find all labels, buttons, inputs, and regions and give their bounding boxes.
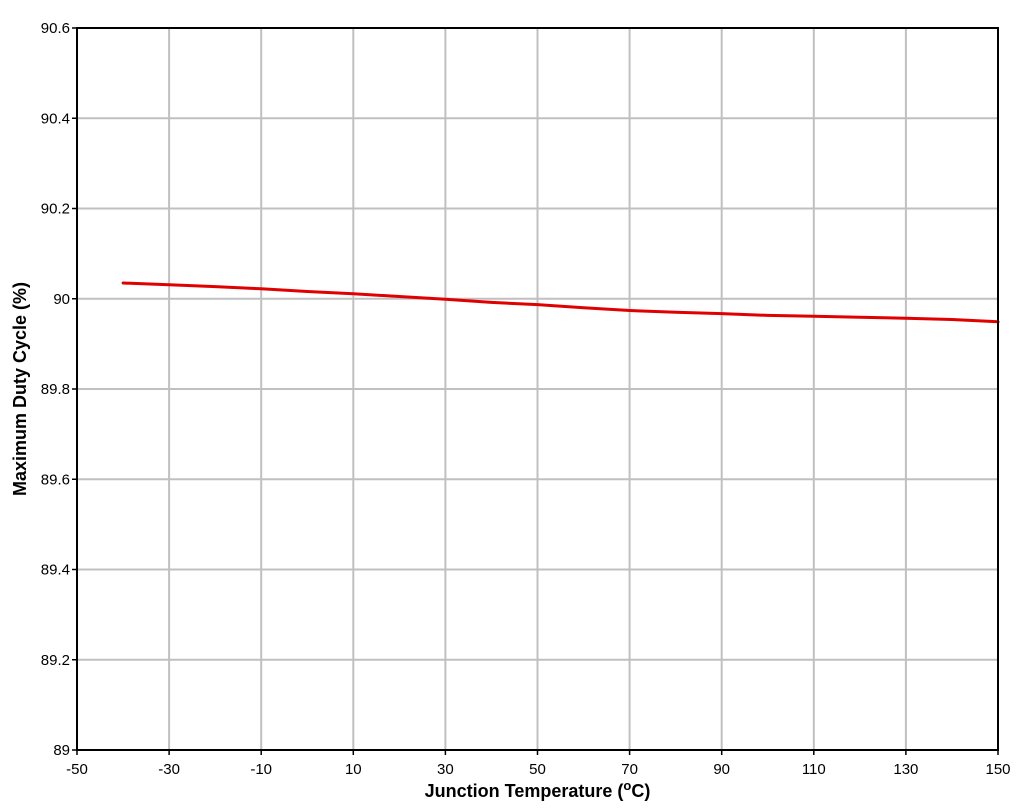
y-tick-label: 90 xyxy=(53,291,70,308)
y-tick-label: 89.6 xyxy=(41,471,70,488)
series-layer xyxy=(121,281,1000,324)
x-tick-label: 10 xyxy=(345,761,362,778)
x-tick-label: 110 xyxy=(802,761,826,778)
y-tick-label: 89.8 xyxy=(41,381,70,398)
x-axis-title: Junction Temperature (oC) xyxy=(425,778,651,801)
x-axis-title-unit: C) xyxy=(631,781,650,801)
x-tick-label: 130 xyxy=(893,761,918,778)
x-tick-label: 70 xyxy=(621,761,638,778)
x-tick-label: -30 xyxy=(158,761,180,778)
y-tick-label: 90.4 xyxy=(41,110,70,127)
x-tick-label: 50 xyxy=(529,761,546,778)
x-tick-label: 150 xyxy=(985,761,1010,778)
y-tick-label: 89.4 xyxy=(41,562,70,579)
y-tick-label: 89.2 xyxy=(41,652,70,669)
y-tick-label: 89 xyxy=(53,742,70,759)
x-axis-ticks: -50 -30 -10 10 30 50 70 90 110 130 150 xyxy=(66,750,1011,778)
y-axis-title: Maximum Duty Cycle (%) xyxy=(10,282,30,496)
y-tick-label: 90.6 xyxy=(41,20,70,37)
y-axis-ticks: 89 89.2 89.4 89.6 89.8 90 90.2 90.4 90.6 xyxy=(41,20,77,759)
grid xyxy=(77,28,998,750)
x-tick-label: 30 xyxy=(437,761,454,778)
series-line xyxy=(121,281,1000,324)
x-tick-label: -10 xyxy=(250,761,272,778)
y-tick-label: 90.2 xyxy=(41,201,70,218)
x-tick-label: 90 xyxy=(713,761,730,778)
x-tick-label: -50 xyxy=(66,761,88,778)
x-axis-title-main: Junction Temperature ( xyxy=(425,781,624,801)
x-axis-title-superscript: o xyxy=(623,778,631,793)
